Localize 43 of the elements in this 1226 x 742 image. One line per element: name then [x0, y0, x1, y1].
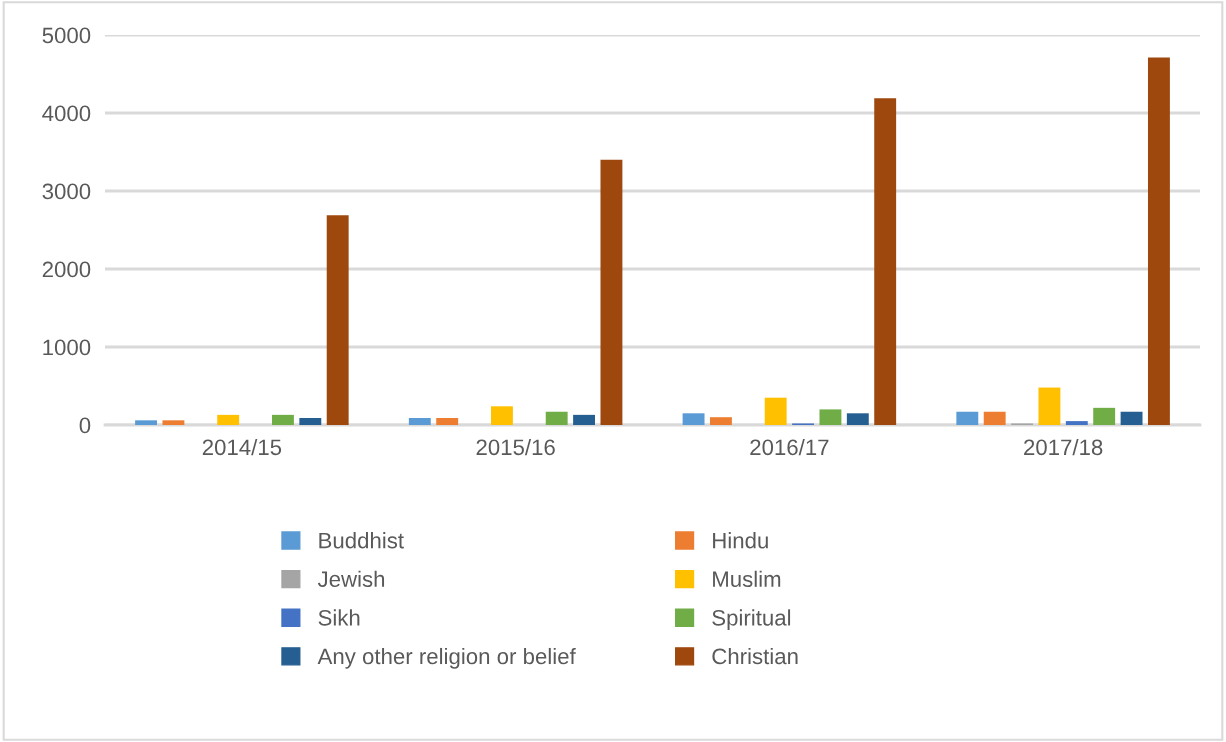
bar — [490, 406, 513, 425]
y-tick-label: 0 — [79, 417, 91, 434]
legend-label: Muslim — [713, 570, 781, 588]
bar — [545, 411, 568, 425]
bar — [874, 98, 897, 425]
y-tick-label: 5000 — [42, 27, 91, 44]
legend-label: Christian — [712, 647, 798, 665]
bar — [1038, 387, 1061, 425]
y-tick-label: 2000 — [42, 261, 91, 278]
bar — [217, 414, 240, 425]
bar — [819, 409, 842, 425]
y-tick-label: 1000 — [43, 339, 91, 356]
bar — [682, 413, 705, 425]
legend-label: Buddhist — [319, 532, 404, 549]
bar — [271, 414, 294, 425]
bar — [162, 420, 185, 425]
x-tick-label: 2015/16 — [476, 438, 555, 456]
bar — [846, 413, 869, 425]
legend-label: Jewish — [317, 570, 385, 588]
bar — [956, 411, 979, 425]
bar — [135, 420, 158, 425]
y-tick-label: 3000 — [42, 183, 91, 200]
legend-label: Hindu — [713, 532, 768, 549]
bar — [600, 159, 623, 425]
x-tick-label: 2016/17 — [750, 438, 829, 456]
legend-label: Any other religion or belief — [317, 647, 576, 669]
x-tick-label: 2017/18 — [1024, 438, 1103, 456]
legend-label: Spiritual — [712, 609, 791, 631]
bar — [764, 397, 787, 425]
bar — [408, 417, 431, 425]
bar — [1093, 407, 1116, 425]
legend-label: Sikh — [318, 609, 360, 626]
bar — [326, 215, 349, 425]
bar — [573, 414, 596, 425]
y-tick-label: 4000 — [42, 105, 91, 122]
bar — [983, 411, 1006, 425]
bar — [436, 417, 459, 425]
bar — [1120, 411, 1143, 425]
bar — [299, 417, 322, 425]
bar — [709, 417, 732, 425]
x-tick-label: 2014/15 — [202, 438, 282, 456]
bar — [1065, 421, 1088, 425]
bar — [1147, 57, 1170, 425]
